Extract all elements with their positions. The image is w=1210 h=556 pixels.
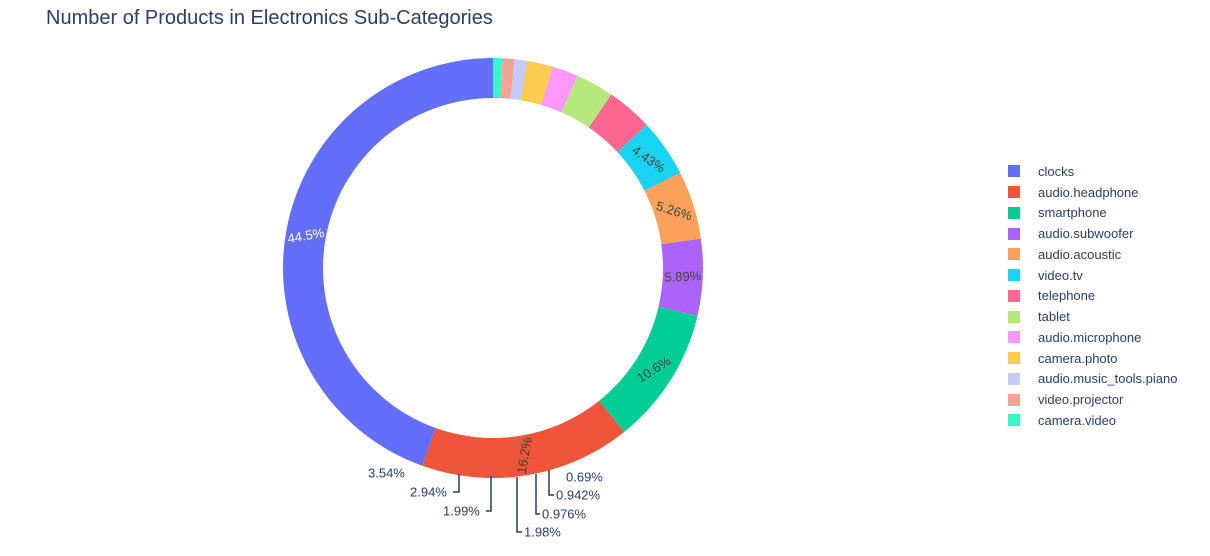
slice-telephone[interactable]: [588, 94, 647, 153]
slice-camera-photo[interactable]: [520, 60, 553, 106]
leader-line-audio-music-tools-piano: [535, 474, 540, 515]
legend-item-audio-headphone[interactable]: audio.headphone: [1008, 182, 1177, 203]
legend-label: camera.photo: [1038, 350, 1118, 366]
legend-item-video-tv[interactable]: video.tv: [1008, 265, 1177, 286]
legend-label: tablet: [1038, 309, 1070, 325]
slice-label-camera-video: 0.69%: [566, 470, 603, 485]
slice-video-projector[interactable]: [500, 58, 515, 99]
chart-title: Number of Products in Electronics Sub-Ca…: [46, 7, 493, 29]
legend-item-camera-video[interactable]: camera.video: [1008, 410, 1177, 431]
labels-layer: 44.5%16.2%10.6%5.89%5.26%4.43%3.54%2.94%…: [286, 142, 702, 539]
slice-audio-acoustic[interactable]: [644, 172, 701, 245]
legend: clocks audio.headphone smartphone audio.sub…: [1008, 161, 1177, 431]
legend-item-tablet[interactable]: tablet: [1008, 306, 1177, 327]
legend-label: camera.video: [1038, 412, 1117, 428]
leader-line-video-projector: [548, 470, 554, 496]
legend-label: smartphone: [1038, 205, 1107, 221]
legend-item-camera-photo[interactable]: camera.photo: [1008, 348, 1177, 369]
slice-clocks[interactable]: [282, 58, 493, 466]
slice-audio-microphone[interactable]: [541, 66, 578, 113]
legend-swatch: [1008, 165, 1020, 178]
legend-swatch: [1008, 310, 1020, 323]
legend-label: video.tv: [1038, 267, 1083, 283]
legend-item-clocks[interactable]: clocks: [1008, 161, 1177, 182]
slice-audio-music-tools-piano[interactable]: [510, 59, 528, 101]
legend-label: audio.subwoofer: [1038, 226, 1134, 242]
slice-camera-video[interactable]: [493, 58, 503, 99]
legend-item-smartphone[interactable]: smartphone: [1008, 203, 1177, 224]
legend-swatch: [1008, 414, 1020, 427]
leader-line-audio-microphone: [486, 476, 492, 512]
legend-item-telephone[interactable]: telephone: [1008, 286, 1177, 307]
slices-layer: [282, 58, 703, 479]
legend-item-audio-acoustic[interactable]: audio.acoustic: [1008, 244, 1177, 265]
legend-item-audio-subwoofer[interactable]: audio.subwoofer: [1008, 223, 1177, 244]
legend-label: audio.headphone: [1038, 184, 1139, 200]
slice-label-audio-microphone: 1.99%: [443, 504, 480, 519]
slice-video-tv[interactable]: [617, 124, 681, 191]
legend-label: telephone: [1038, 288, 1096, 304]
legend-label: audio.acoustic: [1038, 246, 1122, 262]
leader-line-camera-photo: [516, 477, 522, 533]
legend-swatch: [1008, 248, 1020, 261]
legend-swatch: [1008, 186, 1020, 199]
legend-swatch: [1008, 331, 1020, 344]
slice-label-audio-subwoofer: 5.89%: [664, 268, 702, 285]
slice-label-clocks: 44.5%: [286, 225, 325, 246]
legend-label: video.projector: [1038, 392, 1124, 408]
slice-audio-headphone[interactable]: [422, 400, 625, 479]
legend-swatch: [1008, 372, 1020, 385]
legend-swatch: [1008, 393, 1020, 406]
legend-swatch: [1008, 206, 1020, 219]
legend-swatch: [1008, 227, 1020, 240]
slice-smartphone[interactable]: [599, 306, 698, 432]
legend-swatch: [1008, 269, 1020, 282]
slice-label-audio-headphone: 16.2%: [514, 436, 535, 475]
legend-label: clocks: [1038, 163, 1075, 179]
slice-label-telephone: 3.54%: [368, 466, 405, 481]
legend-item-audio-music-tools-piano[interactable]: audio.music_tools.piano: [1008, 369, 1177, 390]
slice-label-tablet: 2.94%: [410, 485, 447, 500]
leader-line-tablet: [453, 474, 460, 493]
slice-label-camera-photo: 1.98%: [524, 525, 561, 540]
legend-item-audio-microphone[interactable]: audio.microphone: [1008, 327, 1177, 348]
slice-label-audio-music-tools-piano: 0.976%: [542, 507, 587, 522]
slice-tablet[interactable]: [561, 75, 612, 128]
legend-label: audio.microphone: [1038, 329, 1142, 345]
slice-label-video-projector: 0.942%: [556, 488, 601, 503]
legend-item-video-projector[interactable]: video.projector: [1008, 389, 1177, 410]
slice-audio-subwoofer[interactable]: [658, 238, 703, 316]
legend-swatch: [1008, 289, 1020, 302]
legend-swatch: [1008, 352, 1020, 365]
legend-label: audio.music_tools.piano: [1038, 371, 1178, 387]
